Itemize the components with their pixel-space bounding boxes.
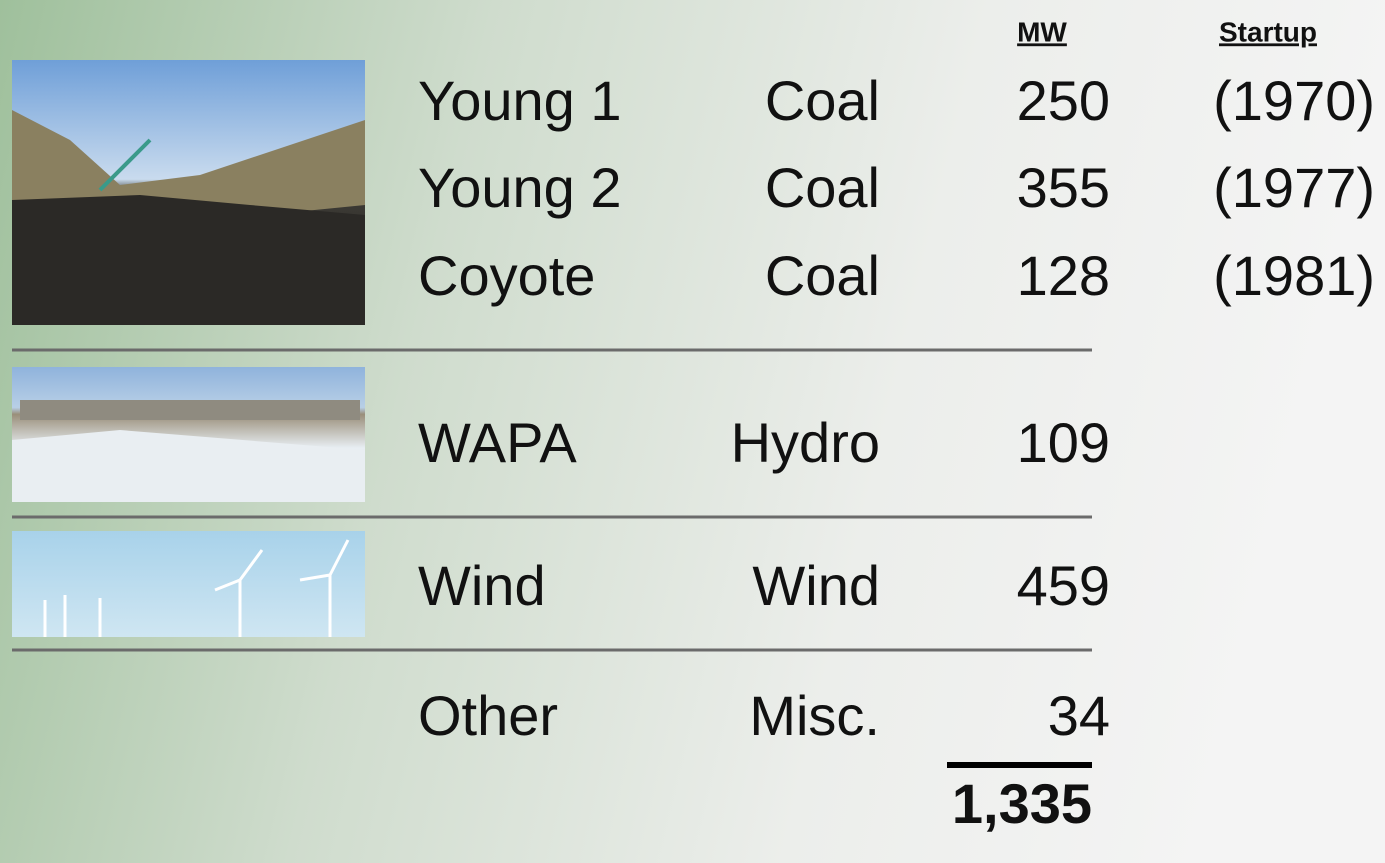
capacity-mw: 459 bbox=[1017, 554, 1110, 617]
mw-header: MW bbox=[1017, 16, 1067, 47]
capacity-mw: 109 bbox=[1017, 411, 1110, 474]
plant-name: Young 1 bbox=[418, 69, 622, 132]
plant-name: Other bbox=[418, 684, 558, 747]
plant-name: WAPA bbox=[418, 411, 577, 474]
capacity-mw: 355 bbox=[1017, 156, 1110, 219]
page: MW Startup 1,335 Young 1 Coal 250 (1970) You… bbox=[0, 0, 1385, 863]
fuel-type: Hydro bbox=[731, 411, 880, 474]
startup-year: (1981) bbox=[1213, 244, 1375, 307]
plant-name: Wind bbox=[418, 554, 546, 617]
fuel-type: Misc. bbox=[749, 684, 880, 747]
startup-year: (1977) bbox=[1213, 156, 1375, 219]
photo-coal bbox=[12, 60, 365, 325]
slide: MW Startup 1,335 Young 1 Coal 250 (1970) You… bbox=[0, 0, 1385, 863]
fuel-type: Coal bbox=[765, 69, 880, 132]
photo-wind bbox=[12, 531, 365, 637]
fuel-type: Coal bbox=[765, 244, 880, 307]
startup-year: (1970) bbox=[1213, 69, 1375, 132]
fuel-type: Wind bbox=[752, 554, 880, 617]
plant-name: Young 2 bbox=[418, 156, 622, 219]
fuel-type: Coal bbox=[765, 156, 880, 219]
capacity-mw: 34 bbox=[1048, 684, 1110, 747]
capacity-mw: 128 bbox=[1017, 244, 1110, 307]
capacity-mw: 250 bbox=[1017, 69, 1110, 132]
total: 1,335 bbox=[952, 772, 1092, 835]
photo-dam bbox=[12, 367, 365, 502]
startup-header: Startup bbox=[1219, 16, 1317, 47]
plant-name: Coyote bbox=[418, 244, 595, 307]
